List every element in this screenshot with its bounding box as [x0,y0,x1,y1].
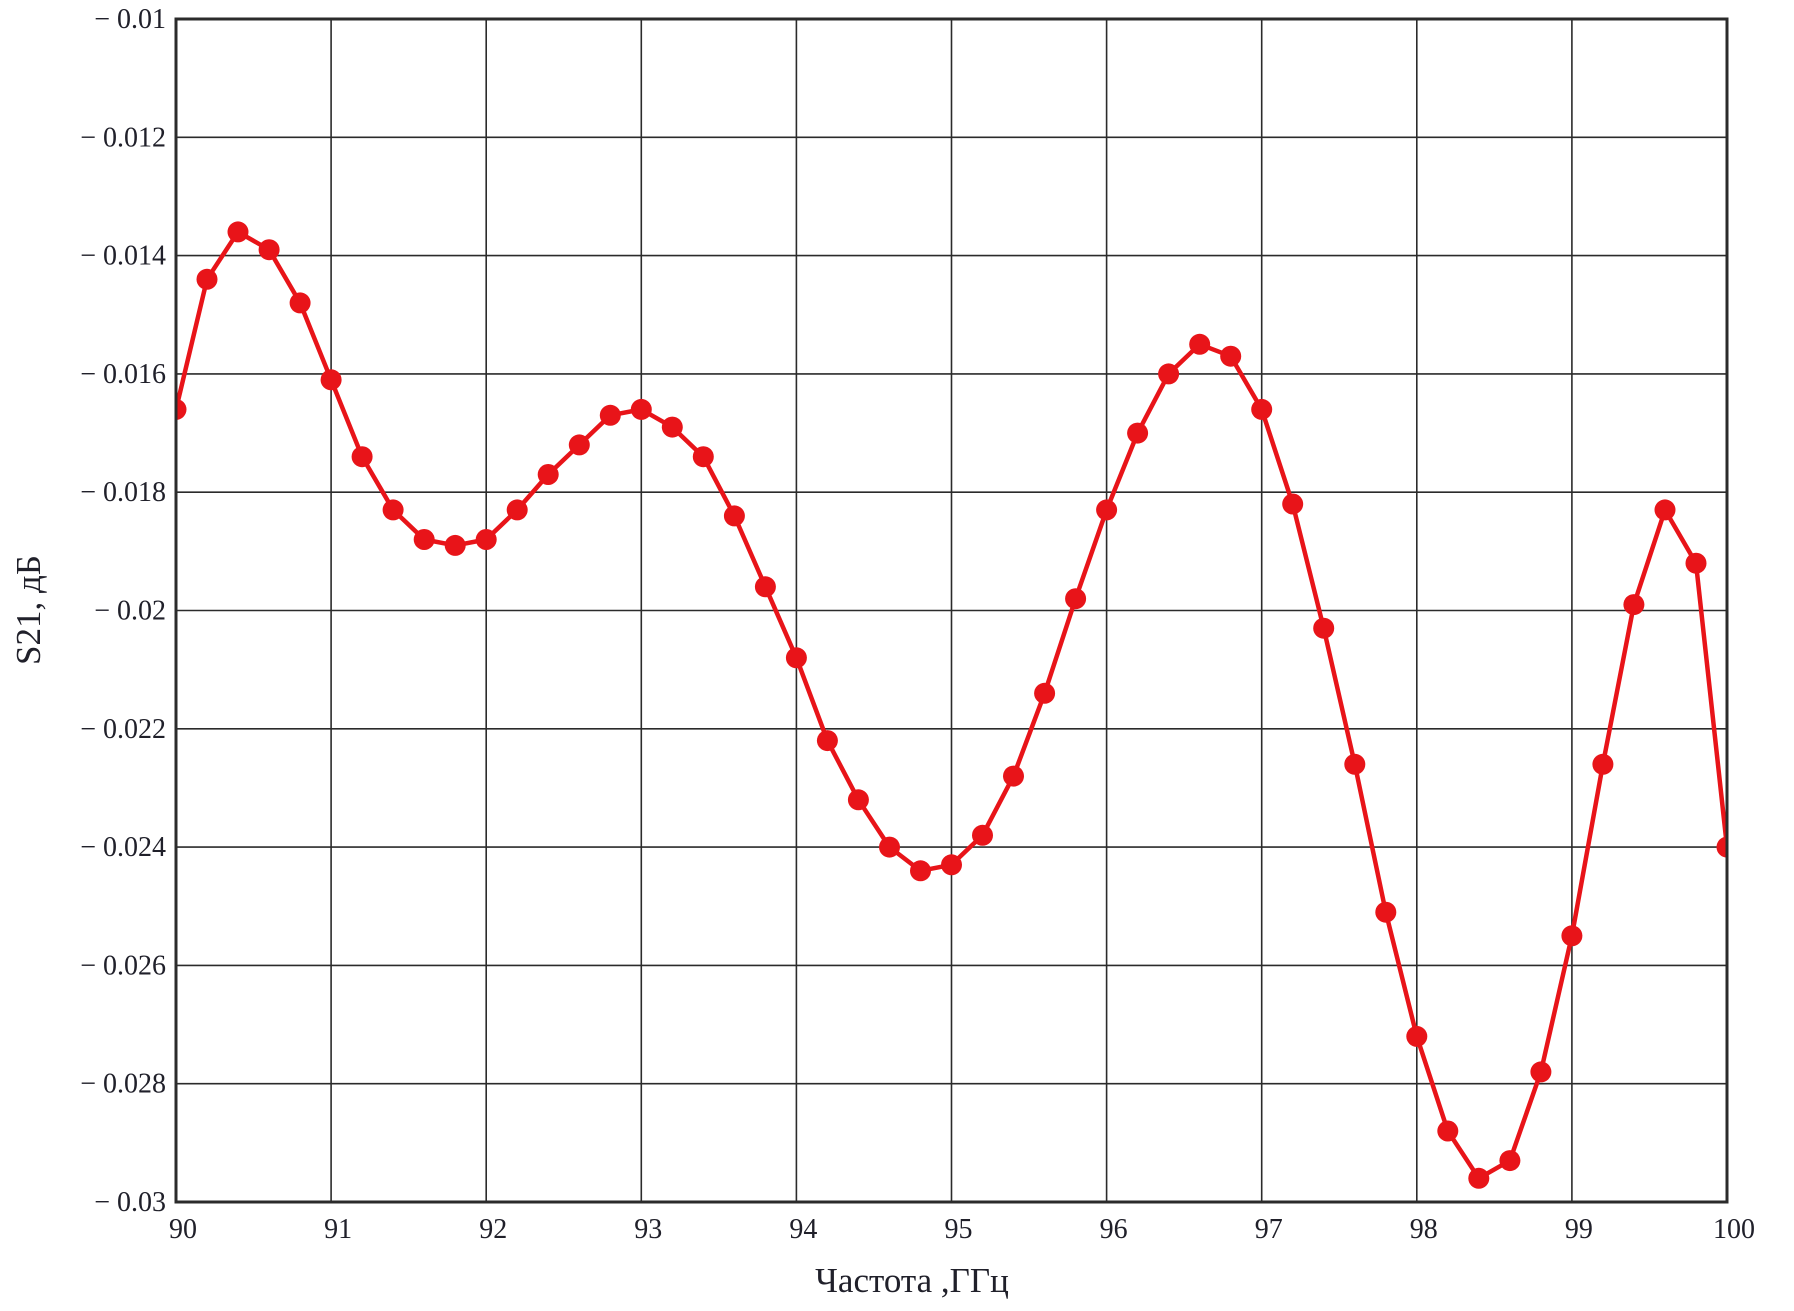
data-point [444,534,466,556]
x-tick-label: 100 [1713,1214,1755,1245]
data-point [1344,753,1366,775]
data-point [941,854,962,876]
data-point [413,529,435,550]
x-tick-label: 92 [479,1214,507,1245]
data-point [568,434,590,456]
data-point [227,221,249,243]
x-tick-label: 94 [789,1214,817,1245]
data-point [1189,333,1211,355]
data-point [972,824,993,846]
data-point [785,647,807,669]
data-point [1654,499,1676,521]
data-point [1313,617,1335,639]
data-point [754,576,776,598]
data-point [1158,363,1180,385]
data-point [1530,1061,1552,1083]
data-point [506,499,528,521]
data-point [1406,1025,1428,1047]
x-tick-label: 95 [945,1214,973,1245]
data-point [351,446,373,468]
data-point [879,836,900,858]
y-axis-title: S21, дБ [9,555,48,665]
data-point [661,416,683,438]
x-tick-label: 99 [1565,1214,1593,1245]
y-tick-label: − 0.012 [80,122,166,153]
data-point [475,529,497,550]
data-point [847,789,869,811]
data-point [176,398,187,420]
plot-border [174,17,1729,1204]
x-tick-label: 97 [1255,1214,1283,1245]
data-point [537,464,559,485]
data-point [816,730,838,752]
data-point [1127,422,1149,444]
data-point [1437,1120,1459,1142]
data-point [692,446,714,468]
data-point [1003,765,1024,787]
y-tick-label: − 0.014 [80,241,166,272]
data-point [1251,398,1273,420]
data-point [1499,1150,1521,1172]
data-point [599,404,621,426]
data-point [910,860,931,882]
y-tick-label: − 0.03 [94,1187,166,1218]
data-point [1592,753,1614,775]
y-tick-label: − 0.026 [80,950,166,981]
y-tick-label: − 0.022 [80,714,166,745]
plot-layer: − 0.01 − 0.012 − 0.014 − 0.016 − 0.018 − 0.02… [80,4,1755,1245]
y-tick-label: − 0.018 [80,477,166,508]
data-point [1623,594,1645,616]
data-point [1096,499,1118,521]
x-tick-label: 98 [1410,1214,1438,1245]
data-point [1282,493,1304,515]
data-point [1561,925,1583,947]
data-point [630,398,652,420]
x-tick-label: 91 [324,1214,352,1245]
y-tick-label: − 0.02 [94,596,166,627]
data-point [723,505,745,527]
data-point [1468,1167,1490,1189]
data-point [320,369,342,391]
x-tick-label: 90 [169,1214,197,1245]
data-point [1220,345,1242,367]
data-point [1375,901,1397,923]
data-point [1065,588,1087,610]
data-point [196,268,218,290]
data-point [382,499,404,521]
data-point [1685,552,1707,574]
x-axis-title: Частота ,ГГц [815,1261,1009,1300]
y-tick-label: − 0.028 [80,1069,166,1100]
x-tick-label: 96 [1100,1214,1128,1245]
data-point [1716,836,1727,858]
y-tick-label: − 0.01 [94,4,166,35]
x-tick-label: 93 [634,1214,662,1245]
data-point [1034,682,1056,704]
data-point [289,292,311,314]
y-tick-label: − 0.016 [80,359,166,390]
data-point [258,239,280,261]
y-tick-label: − 0.024 [80,832,166,863]
